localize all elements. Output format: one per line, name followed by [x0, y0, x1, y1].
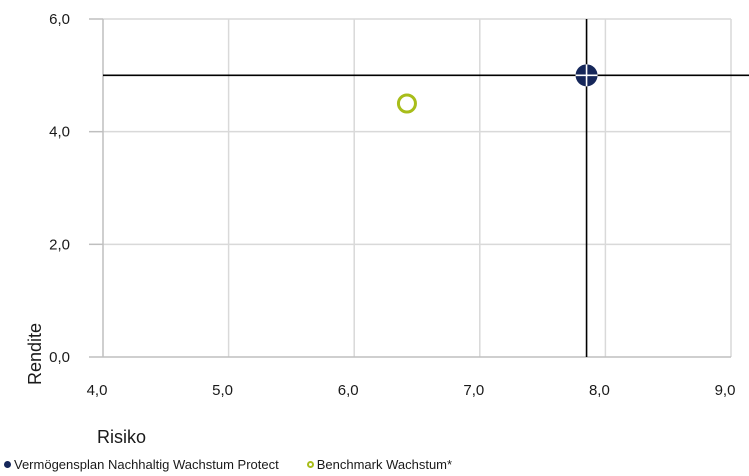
benchmark-point — [396, 93, 417, 114]
legend-marker-hollow-circle-icon — [306, 460, 314, 468]
y-tick-labels: 0,0 2,0 4,0 6,0 — [49, 11, 70, 366]
legend-label-benchmark: Benchmark Wachstum* — [316, 456, 453, 472]
x-tick-label: 6,0 — [338, 382, 359, 399]
x-tick-label: 7,0 — [463, 382, 484, 399]
legend-marker-filled-circle-icon — [4, 460, 11, 468]
legend: Vermögensplan Nachhaltig Wachstum Protec… — [4, 455, 480, 473]
y-tick-label: 4,0 — [49, 124, 70, 141]
x-tick-label: 9,0 — [715, 382, 736, 399]
x-tick-label: 8,0 — [589, 382, 610, 399]
legend-item-benchmark: Benchmark Wachstum* — [306, 456, 453, 472]
y-tick-label: 2,0 — [49, 236, 70, 253]
x-tick-label: 4,0 — [87, 382, 108, 399]
grid-lines — [89, 18, 732, 358]
y-axis-title: Rendite — [25, 323, 45, 385]
x-tick-labels: 4,0 5,0 6,0 7,0 8,0 9,0 — [87, 382, 736, 399]
y-tick-label: 6,0 — [49, 11, 70, 28]
x-axis-title: Risiko — [97, 427, 146, 447]
data-points — [396, 64, 598, 114]
legend-label-fund: Vermögensplan Nachhaltig Wachstum Protec… — [14, 456, 279, 472]
y-tick-label: 0,0 — [49, 349, 70, 366]
crosshair-lines — [103, 19, 749, 357]
legend-item-fund: Vermögensplan Nachhaltig Wachstum Protec… — [4, 457, 279, 472]
x-tick-label: 5,0 — [212, 382, 233, 399]
